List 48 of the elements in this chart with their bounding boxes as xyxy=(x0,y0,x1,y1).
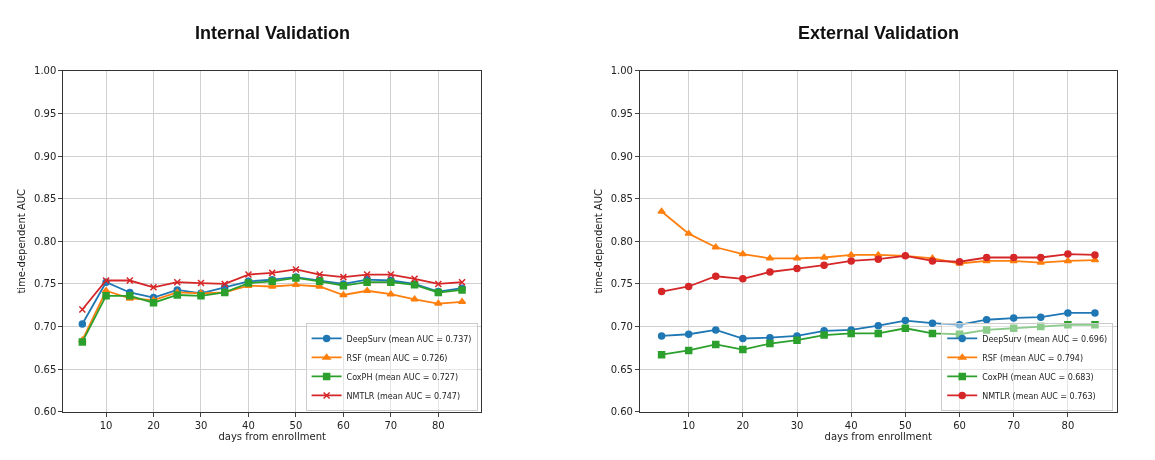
y-tick-label: 0.80 xyxy=(34,235,57,247)
x-tick-label: 70 xyxy=(384,419,398,431)
y-tick-label: 0.90 xyxy=(34,150,57,162)
chart-title: External Validation xyxy=(798,23,960,43)
y-tick-label: 0.65 xyxy=(610,363,633,375)
legend-label: CoxPH (mean AUC = 0.727) xyxy=(346,372,459,382)
y-tick-label: 0.60 xyxy=(34,406,57,418)
y-tick-label: 0.85 xyxy=(34,193,57,205)
y-tick-label: 0.60 xyxy=(610,406,633,418)
y-tick-label: 0.85 xyxy=(610,193,633,205)
x-tick-label: 80 xyxy=(1061,419,1075,431)
x-tick-label: 30 xyxy=(790,419,804,431)
y-tick-label: 0.95 xyxy=(34,107,57,119)
x-tick-label: 20 xyxy=(147,419,160,431)
x-tick-label: 50 xyxy=(899,419,912,431)
x-tick-label: 20 xyxy=(736,419,750,431)
x-axis-title: days from enrollment xyxy=(218,430,326,442)
y-tick-label: 1.00 xyxy=(610,65,633,77)
x-tick-label: 10 xyxy=(99,419,113,431)
x-tick-label: 10 xyxy=(682,419,696,431)
legend-label: RSF (mean AUC = 0.794) xyxy=(982,353,1084,363)
y-axis-title: time-dependent AUC xyxy=(592,188,604,294)
x-tick-label: 80 xyxy=(431,419,445,431)
legend-label: DeepSurv (mean AUC = 0.737) xyxy=(346,334,472,344)
x-tick-label: 30 xyxy=(194,419,208,431)
legend-label: NMTLR (mean AUC = 0.747) xyxy=(346,391,461,401)
x-tick-label: 40 xyxy=(242,419,255,431)
x-tick-label: 60 xyxy=(337,419,350,431)
y-tick-label: 0.65 xyxy=(34,363,57,375)
legend-label: DeepSurv (mean AUC = 0.696) xyxy=(982,334,1108,344)
x-tick-label: 60 xyxy=(953,419,966,431)
y-tick-label: 0.75 xyxy=(610,278,633,290)
legend-label: CoxPH (mean AUC = 0.683) xyxy=(982,372,1094,382)
y-axis-title: time-dependent AUC xyxy=(16,188,28,294)
y-tick-label: 0.70 xyxy=(34,321,57,333)
y-tick-label: 0.75 xyxy=(34,278,57,290)
y-tick-label: 0.95 xyxy=(610,107,633,119)
x-tick-label: 70 xyxy=(1007,419,1021,431)
chart-title: Internal Validation xyxy=(195,23,351,43)
y-tick-label: 0.80 xyxy=(610,235,633,247)
x-axis-title: days from enrollment xyxy=(824,430,933,442)
legend-label: RSF (mean AUC = 0.726) xyxy=(346,353,448,363)
y-tick-label: 0.90 xyxy=(610,150,633,162)
y-tick-label: 1.00 xyxy=(34,65,57,77)
x-tick-label: 40 xyxy=(844,419,858,431)
legend-label: NMTLR (mean AUC = 0.763) xyxy=(982,391,1096,401)
y-tick-label: 0.70 xyxy=(610,321,633,333)
x-tick-label: 50 xyxy=(289,419,303,431)
